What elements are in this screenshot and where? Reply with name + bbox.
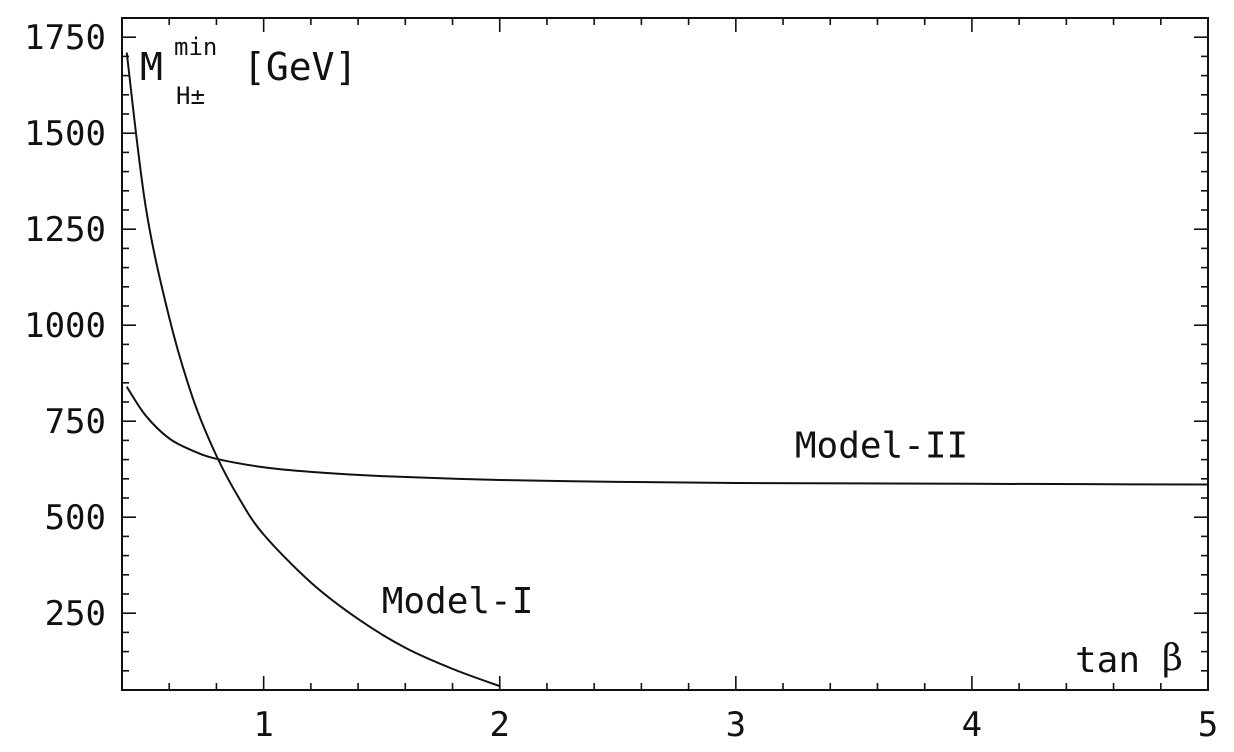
curve-label-model-i: Model-I bbox=[382, 581, 534, 622]
y-tick-label: 1750 bbox=[24, 18, 106, 58]
y-tick-label: 1500 bbox=[24, 114, 106, 154]
y-tick-label: 1000 bbox=[24, 306, 106, 346]
y-tick-label: 500 bbox=[45, 498, 106, 538]
y-axis-label-main: M bbox=[140, 45, 163, 89]
x-tick-label: 2 bbox=[489, 705, 509, 745]
y-axis-label: M min H± [GeV] bbox=[140, 33, 357, 110]
labels-layer: 1 2 3 4 5 250 500 750 1000 1250 1500 1750 Model-I Mod… bbox=[24, 18, 1218, 745]
ticks-layer bbox=[121, 17, 1209, 691]
y-tick-label: 250 bbox=[45, 594, 106, 634]
series-line-model-ii bbox=[125, 386, 1209, 486]
series-line-model-i bbox=[125, 52, 501, 688]
x-tick-label: 1 bbox=[253, 705, 273, 745]
plot-frame bbox=[121, 17, 1209, 691]
y-axis-label-subscript: H± bbox=[176, 82, 205, 110]
y-tick-label: 750 bbox=[45, 402, 106, 442]
x-axis-label-text: tan bbox=[1075, 640, 1140, 681]
y-axis-label-unit: [GeV] bbox=[243, 45, 357, 89]
x-axis-label: tan β bbox=[1075, 638, 1183, 681]
y-tick-label: 1250 bbox=[24, 210, 106, 250]
y-axis-label-superscript: min bbox=[174, 33, 217, 61]
curves-layer bbox=[125, 52, 1209, 688]
x-tick-label: 4 bbox=[962, 705, 982, 745]
curve-label-model-ii: Model-II bbox=[795, 426, 968, 467]
x-tick-label: 3 bbox=[726, 705, 746, 745]
x-axis-label-greek: β bbox=[1162, 638, 1183, 679]
x-tick-label: 5 bbox=[1198, 705, 1218, 745]
